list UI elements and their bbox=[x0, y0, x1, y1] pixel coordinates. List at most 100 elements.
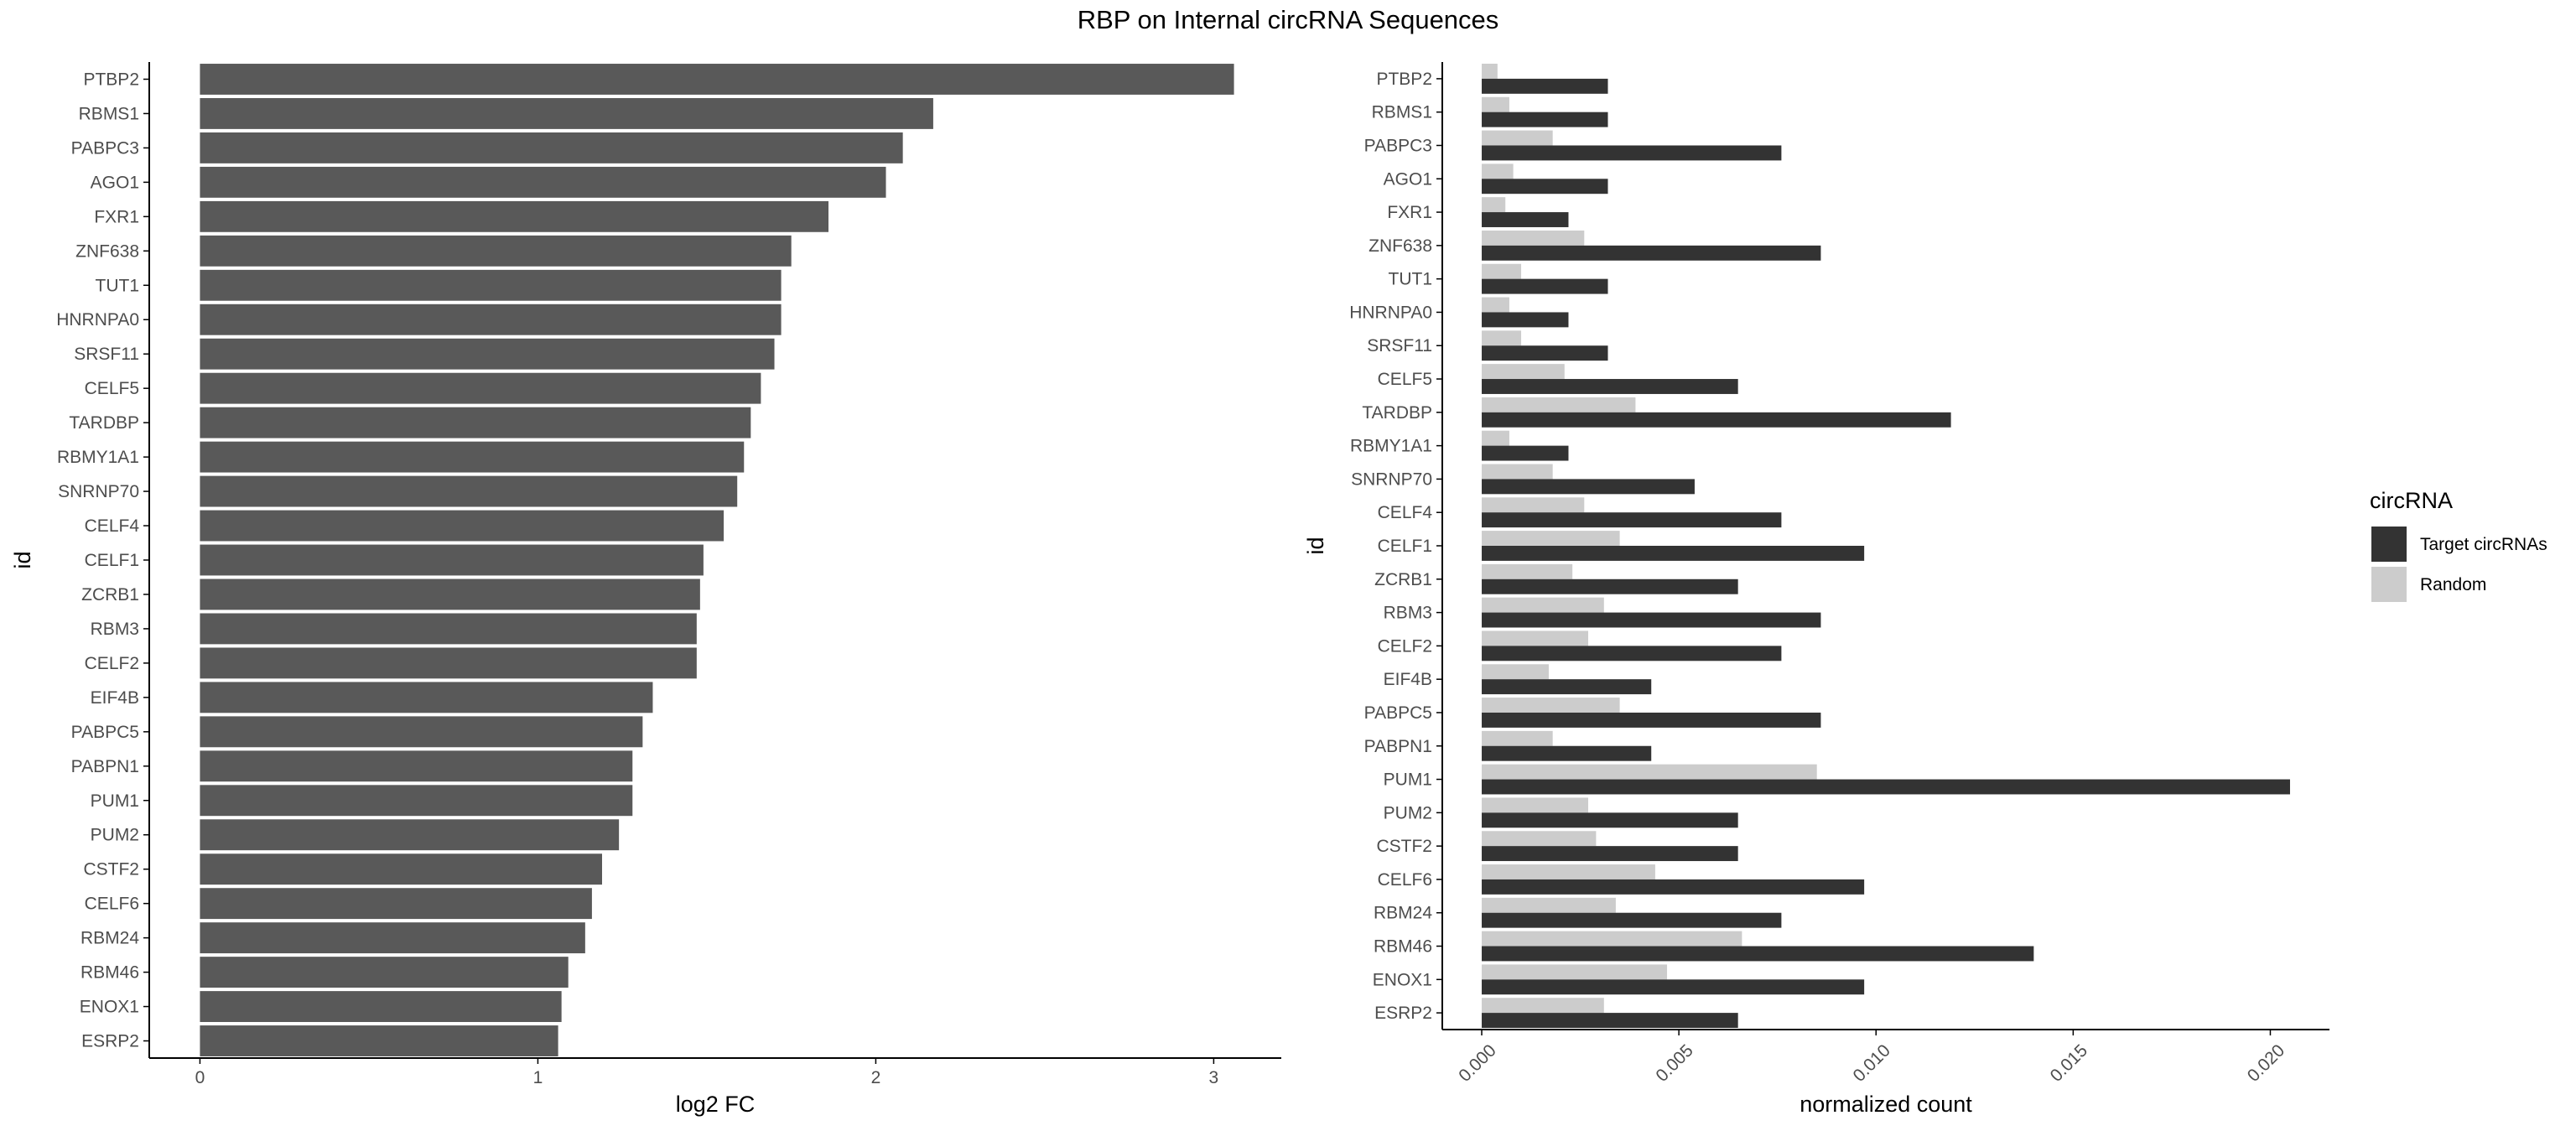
x-tick-label: 0.010 bbox=[1850, 1040, 1894, 1085]
y-tick-label: ZNF638 bbox=[1368, 236, 1432, 256]
y-tick-label: CELF6 bbox=[1378, 870, 1432, 890]
bar-target-enox1 bbox=[1482, 979, 1865, 995]
y-tick-label: CELF4 bbox=[1378, 503, 1433, 522]
bar-target-celf1 bbox=[1482, 546, 1865, 561]
bar-target-tut1 bbox=[1482, 278, 1608, 294]
bar-pum2 bbox=[200, 819, 620, 851]
bar-target-zcrb1 bbox=[1482, 578, 1738, 594]
bar-random-ago1 bbox=[1482, 163, 1514, 179]
y-tick-label: RBMY1A1 bbox=[1350, 437, 1432, 456]
legend-swatch bbox=[2371, 567, 2407, 602]
bar-pabpc5 bbox=[200, 716, 643, 748]
y-tick-label: AGO1 bbox=[91, 173, 139, 192]
x-tick-label: 0.000 bbox=[1455, 1040, 1499, 1085]
x-tick-label: 0.005 bbox=[1652, 1040, 1696, 1085]
x-tick-label: 0.020 bbox=[2244, 1040, 2288, 1085]
y-tick-label: EIF4B bbox=[1384, 670, 1432, 689]
bar-znf638 bbox=[200, 235, 792, 267]
bar-target-rbm24 bbox=[1482, 912, 1782, 928]
y-tick-label: PABPC3 bbox=[1364, 136, 1432, 155]
y-tick-label: PUM1 bbox=[1384, 770, 1432, 790]
bar-random-rbms1 bbox=[1482, 96, 1509, 112]
bar-target-rbm3 bbox=[1482, 612, 1821, 628]
bar-random-celf6 bbox=[1482, 864, 1655, 879]
y-tick-label: PTBP2 bbox=[83, 70, 139, 89]
bar-target-hnrnpa0 bbox=[1482, 312, 1569, 328]
bar-snrnp70 bbox=[200, 475, 738, 507]
y-tick-label: CELF4 bbox=[85, 516, 140, 536]
bar-random-tut1 bbox=[1482, 263, 1522, 279]
bar-rbms1 bbox=[200, 98, 933, 129]
bar-random-rbm3 bbox=[1482, 597, 1604, 613]
bar-target-celf5 bbox=[1482, 379, 1738, 394]
y-tick-label: RBMS1 bbox=[1372, 103, 1432, 122]
bar-target-ptbp2 bbox=[1482, 78, 1608, 94]
bar-random-pabpn1 bbox=[1482, 730, 1553, 746]
x-axis-title: log2 FC bbox=[676, 1092, 756, 1117]
bar-enox1 bbox=[200, 991, 562, 1022]
bar-target-eif4b bbox=[1482, 679, 1652, 695]
legend-title: circRNA bbox=[2370, 488, 2453, 513]
y-tick-label: CSTF2 bbox=[83, 860, 139, 879]
bar-random-pum1 bbox=[1482, 764, 1817, 780]
bar-target-rbms1 bbox=[1482, 112, 1608, 127]
y-tick-label: PUM1 bbox=[91, 791, 139, 811]
y-tick-label: PUM2 bbox=[1384, 803, 1432, 822]
bar-ptbp2 bbox=[200, 64, 1234, 95]
bar-random-tardbp bbox=[1482, 397, 1636, 412]
bar-random-rbm46 bbox=[1482, 931, 1742, 947]
bar-random-rbm24 bbox=[1482, 897, 1616, 913]
y-tick-label: ZCRB1 bbox=[1374, 570, 1432, 589]
bar-random-pabpc5 bbox=[1482, 698, 1620, 713]
bar-random-rbmy1a1 bbox=[1482, 430, 1509, 446]
y-tick-label: SNRNP70 bbox=[1351, 470, 1432, 489]
x-axis-title: normalized count bbox=[1800, 1092, 1972, 1117]
bar-celf6 bbox=[200, 888, 592, 920]
bar-random-eif4b bbox=[1482, 664, 1549, 680]
bar-random-celf4 bbox=[1482, 497, 1585, 513]
bar-target-srsf11 bbox=[1482, 345, 1608, 361]
y-tick-label: FXR1 bbox=[1387, 203, 1432, 222]
left-bar-panel: PTBP2 RBMS1 PABPC3 AGO1 FXR1 ZNF638 TUT1 HNRNPA… bbox=[10, 62, 1281, 1117]
bar-pabpc3 bbox=[200, 132, 903, 163]
bar-target-celf2 bbox=[1482, 646, 1782, 661]
bar-target-esrp2 bbox=[1482, 1013, 1738, 1029]
bar-random-pum2 bbox=[1482, 797, 1588, 813]
y-tick-label: CSTF2 bbox=[1376, 837, 1432, 856]
y-tick-label: ENOX1 bbox=[1373, 970, 1432, 989]
y-tick-label: FXR1 bbox=[94, 207, 139, 226]
bar-pum1 bbox=[200, 785, 633, 817]
bar-celf1 bbox=[200, 544, 704, 576]
y-tick-label: ESRP2 bbox=[81, 1032, 139, 1051]
bar-target-snrnp70 bbox=[1482, 479, 1695, 495]
bar-random-enox1 bbox=[1482, 964, 1668, 980]
y-tick-label: RBM46 bbox=[80, 963, 139, 983]
legend-label: Random bbox=[2420, 575, 2486, 594]
bar-fxr1 bbox=[200, 200, 828, 232]
bar-target-fxr1 bbox=[1482, 212, 1569, 227]
y-tick-label: HNRNPA0 bbox=[1349, 303, 1432, 322]
x-tick-label: 0.015 bbox=[2047, 1040, 2091, 1085]
y-tick-label: CELF2 bbox=[85, 654, 139, 673]
y-tick-label: EIF4B bbox=[91, 688, 139, 708]
bar-random-celf2 bbox=[1482, 630, 1588, 646]
y-tick-label: ZNF638 bbox=[75, 241, 139, 261]
bar-random-znf638 bbox=[1482, 230, 1585, 246]
y-tick-label: CELF1 bbox=[85, 551, 139, 570]
y-tick-label: PABPN1 bbox=[1364, 737, 1432, 756]
bar-pabpn1 bbox=[200, 750, 633, 782]
bar-tardbp bbox=[200, 407, 751, 438]
bar-random-celf5 bbox=[1482, 364, 1565, 380]
bar-target-ago1 bbox=[1482, 179, 1608, 195]
bar-target-celf6 bbox=[1482, 879, 1865, 895]
bar-random-zcrb1 bbox=[1482, 563, 1573, 579]
y-tick-label: TUT1 bbox=[96, 276, 140, 295]
bar-random-hnrnpa0 bbox=[1482, 297, 1509, 313]
y-tick-label: ESRP2 bbox=[1374, 1004, 1432, 1023]
bar-target-pum1 bbox=[1482, 779, 2290, 795]
y-tick-label: CELF5 bbox=[85, 379, 139, 398]
y-tick-label: PUM2 bbox=[91, 826, 139, 845]
bar-celf4 bbox=[200, 510, 724, 542]
legend-swatch bbox=[2371, 527, 2407, 562]
